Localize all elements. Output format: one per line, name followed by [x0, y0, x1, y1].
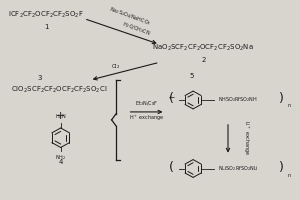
Text: n: n — [288, 103, 291, 108]
Text: H$^+$ exchange: H$^+$ exchange — [129, 113, 164, 123]
Text: Li$^+$ exchange: Li$^+$ exchange — [241, 120, 251, 156]
Text: 5: 5 — [189, 73, 194, 79]
Text: (: ( — [169, 92, 174, 105]
Text: ClO$_2$SCF$_2$CF$_2$OCF$_2$CF$_2$SO$_2$Cl: ClO$_2$SCF$_2$CF$_2$OCF$_2$CF$_2$SO$_2$C… — [11, 85, 108, 95]
Text: Et$_3$N/CsF: Et$_3$N/CsF — [135, 100, 158, 108]
Text: NH$_2$: NH$_2$ — [55, 153, 66, 162]
Text: $\leftarrow$: $\leftarrow$ — [167, 95, 176, 101]
Text: ICF$_2$CF$_2$OCF$_2$CF$_2$SO$_2$F: ICF$_2$CF$_2$OCF$_2$CF$_2$SO$_2$F — [8, 9, 84, 20]
Text: Cl$_2$: Cl$_2$ — [111, 62, 121, 71]
Text: 4: 4 — [58, 159, 63, 165]
Text: H$_2$O/CH$_3$CN: H$_2$O/CH$_3$CN — [121, 19, 152, 38]
Text: NaO$_2$SCF$_2$CF$_2$OCF$_2$CF$_2$SO$_2$Na: NaO$_2$SCF$_2$CF$_2$OCF$_2$CF$_2$SO$_2$N… — [152, 43, 254, 53]
Text: NHSO$_2$RfSO$_2$NH: NHSO$_2$RfSO$_2$NH — [218, 96, 258, 104]
Text: ): ) — [279, 92, 284, 105]
Text: n: n — [288, 173, 291, 178]
Text: H$_2$N: H$_2$N — [55, 112, 66, 121]
Text: 1: 1 — [44, 24, 48, 30]
Text: (: ( — [169, 161, 174, 174]
Text: 2: 2 — [201, 57, 206, 63]
Text: Na$_2$S$_2$O$_4$/NaHCO$_3$: Na$_2$S$_2$O$_4$/NaHCO$_3$ — [108, 5, 153, 28]
Text: NLiSO$_2$RfSO$_2$NLi: NLiSO$_2$RfSO$_2$NLi — [218, 164, 259, 173]
Text: 3: 3 — [38, 75, 42, 81]
Text: ): ) — [279, 161, 284, 174]
Text: +: + — [56, 111, 65, 121]
